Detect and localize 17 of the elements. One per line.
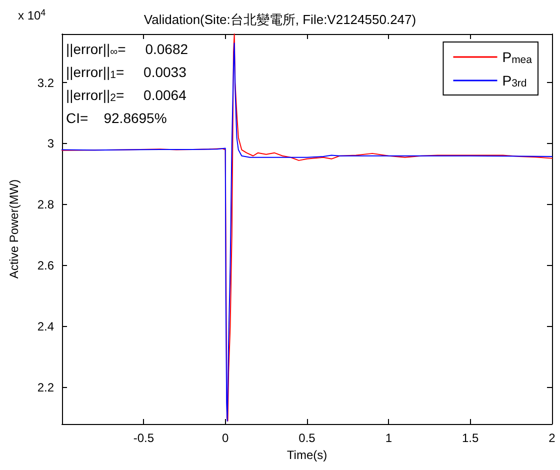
annotation: CI= 92.8695%	[66, 110, 167, 126]
y-tick-label: 2.2	[37, 380, 54, 394]
x-tick-label: 0	[222, 431, 229, 445]
y-tick-label: 2.8	[37, 198, 54, 212]
chart-title: Validation(Site:台北變電所, File:V2124550.247)	[144, 12, 416, 27]
y-tick-label: 2.6	[37, 258, 54, 273]
y-tick-label: 3.2	[37, 76, 54, 90]
x-tick-label: 1	[385, 431, 392, 445]
x-tick-label: 1.5	[462, 431, 479, 445]
y-tick-label: 3	[47, 136, 54, 151]
annotation: ||error||∞= 0.0682	[66, 41, 188, 58]
y-tick-label: 2.4	[37, 320, 54, 334]
x-axis-title: Time(s)	[286, 448, 328, 462]
x-tick-label: -0.5	[133, 431, 154, 445]
x-tick-label: 2	[548, 431, 556, 445]
y-axis-title: Active Power(MW)	[7, 179, 21, 279]
x-tick-label: 0.5	[298, 431, 316, 445]
